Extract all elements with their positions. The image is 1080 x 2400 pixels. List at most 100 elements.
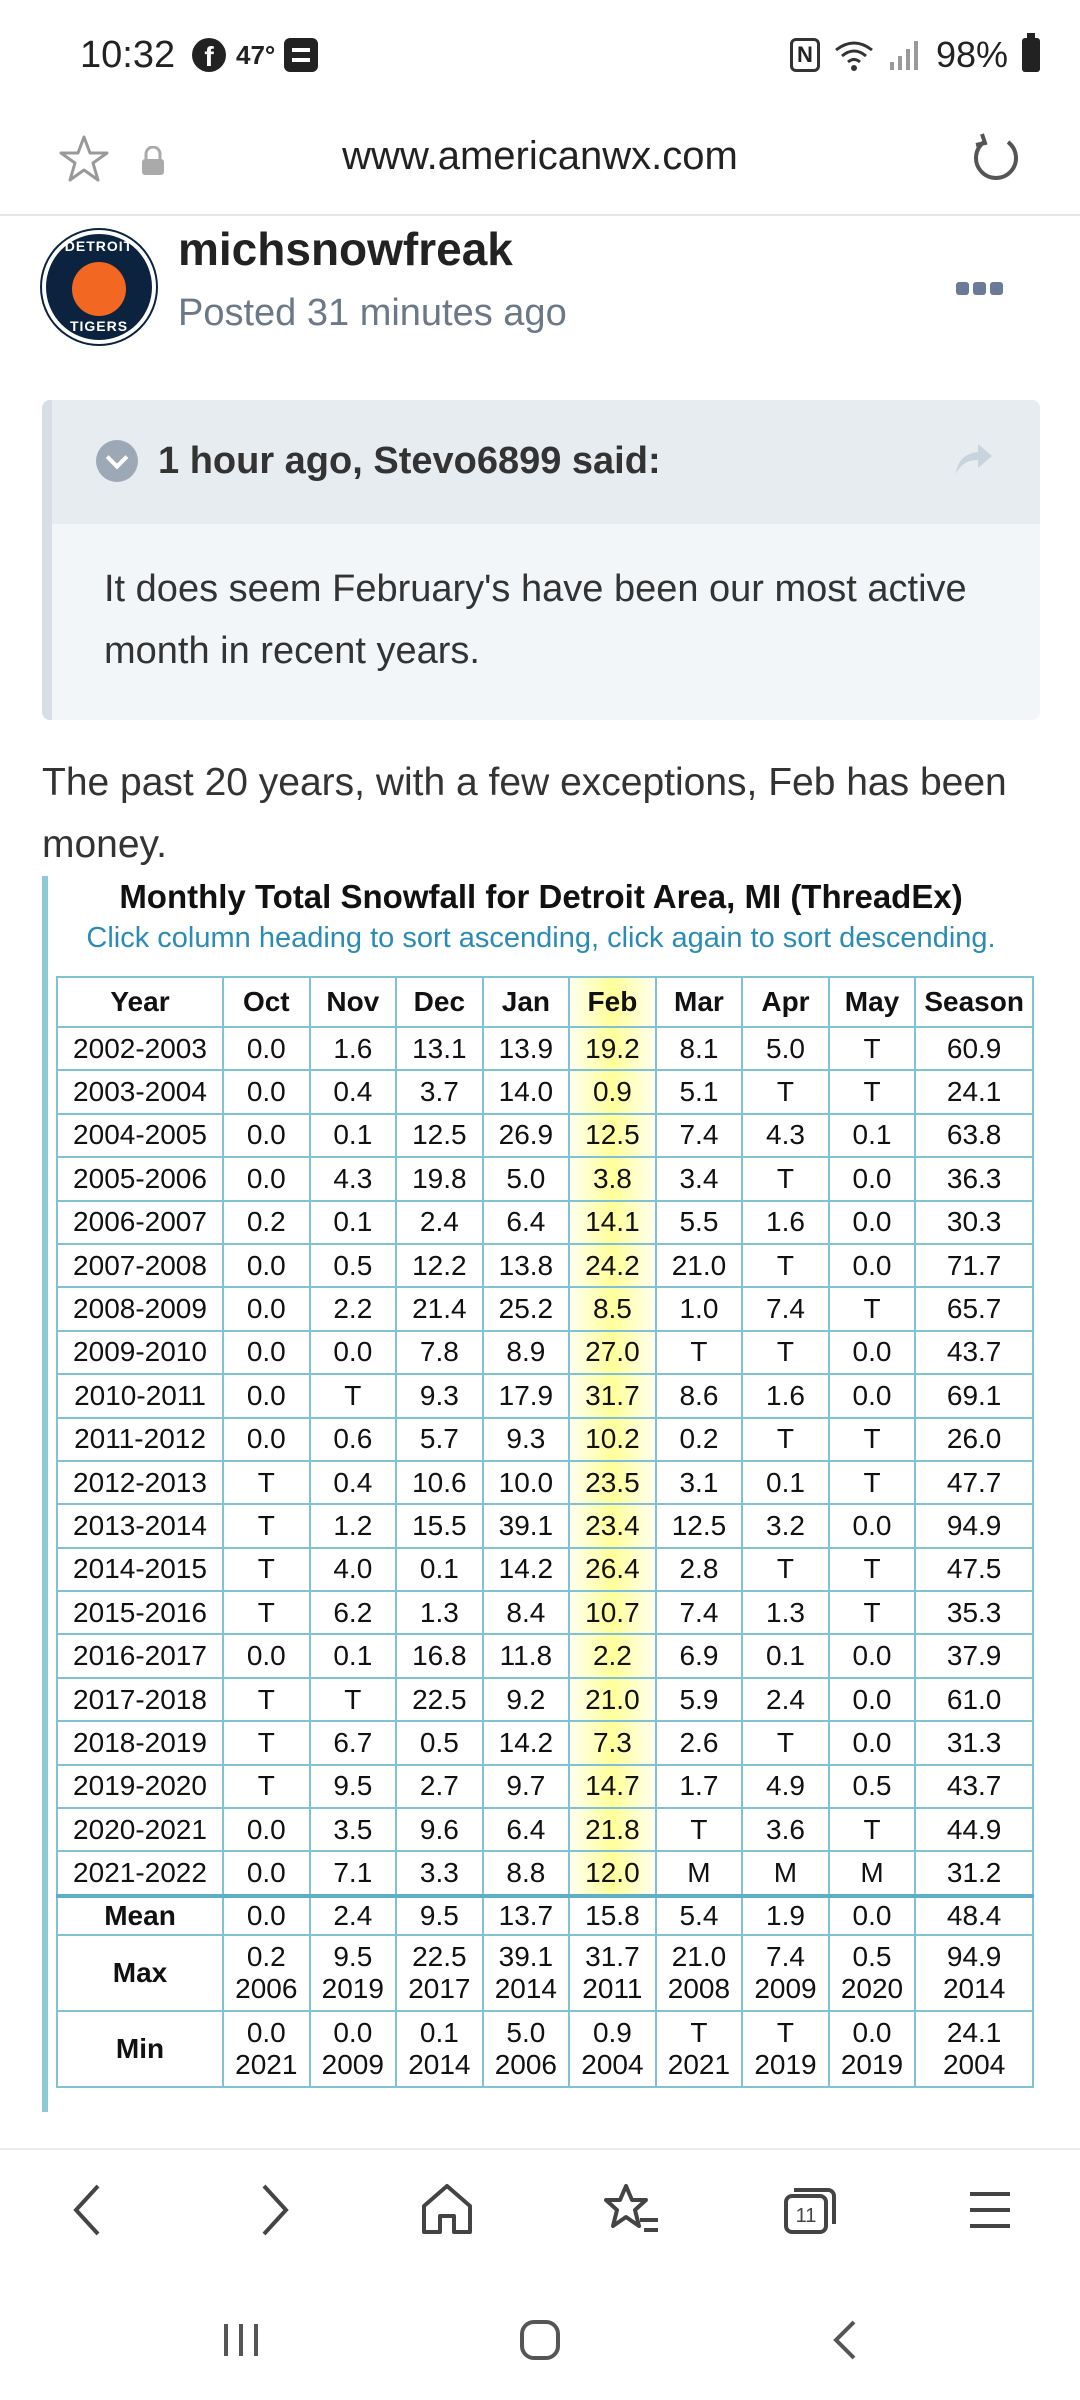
table-cell: 0.0 xyxy=(827,1633,917,1679)
table-cell: 12.5 xyxy=(395,1112,484,1159)
table-cell: M xyxy=(741,1850,830,1897)
table-cell: 1.7 xyxy=(654,1763,744,1810)
table-cell: 0.1 xyxy=(827,1112,917,1159)
quote-header: 1 hour ago, Stevo6899 said: xyxy=(52,400,1040,524)
table-cell: 8.9 xyxy=(481,1329,571,1376)
table-cell: 6.7 xyxy=(308,1720,398,1766)
table-cell: T xyxy=(827,1546,917,1593)
max-value: 39.1 xyxy=(498,1940,554,1972)
post-timestamp[interactable]: Posted 31 minutes ago xyxy=(178,292,567,334)
more-options-icon[interactable] xyxy=(956,282,1003,295)
table-row: 2014-2015 T 4.0 0.1 14.2 26.4 2.8 T T 47.5 xyxy=(55,1546,1034,1593)
min-year: 2021 xyxy=(667,2048,731,2080)
table-cell: 19.2 xyxy=(568,1025,657,1072)
table-cell: 0.0 xyxy=(222,1329,311,1376)
column-header-apr[interactable]: Apr xyxy=(741,976,830,1028)
recent-apps-icon[interactable] xyxy=(218,2316,264,2364)
table-cell: 2019-2020 xyxy=(55,1763,225,1810)
column-header-may[interactable]: May xyxy=(827,976,917,1028)
reload-icon[interactable] xyxy=(968,130,1024,186)
table-cell: 13.8 xyxy=(481,1242,571,1289)
table-cell: 9.3 xyxy=(481,1416,571,1462)
max-cell: 9.5 2019 xyxy=(308,1933,398,2012)
max-cell: 7.4 2009 xyxy=(741,1933,830,2012)
table-subtitle: Click column heading to sort ascending, … xyxy=(86,922,996,954)
table-cell: T xyxy=(654,1329,744,1376)
table-row: 2019-2020 T 9.5 2.7 9.7 14.7 1.7 4.9 0.5 43.7 xyxy=(55,1763,1034,1810)
snowfall-table-image[interactable]: Monthly Total Snowfall for Detroit Area,… xyxy=(42,876,1040,2112)
mean-cell: 48.4 xyxy=(914,1893,1034,1936)
back-button-icon[interactable] xyxy=(826,2316,866,2364)
table-cell: T xyxy=(827,1069,917,1115)
table-cell: 7.8 xyxy=(395,1329,484,1376)
table-row: 2006-2007 0.2 0.1 2.4 6.4 14.1 5.5 1.6 0.0 30.3 xyxy=(55,1199,1034,1245)
wifi-icon xyxy=(835,41,873,71)
table-cell: 0.0 xyxy=(308,1329,398,1376)
table-cell: T xyxy=(654,1807,744,1853)
table-cell: 2004-2005 xyxy=(55,1112,225,1159)
menu-icon[interactable] xyxy=(966,2180,1014,2240)
column-header-jan[interactable]: Jan xyxy=(481,976,571,1028)
table-cell: 4.3 xyxy=(308,1156,398,1202)
min-label: Min xyxy=(55,2009,225,2088)
bookmarks-icon[interactable] xyxy=(600,2180,662,2240)
table-cell: T xyxy=(827,1807,917,1853)
table-cell: 12.0 xyxy=(568,1850,657,1897)
table-cell: 25.2 xyxy=(481,1286,571,1332)
table-cell: 23.4 xyxy=(568,1503,657,1549)
table-cell: 0.0 xyxy=(222,1807,311,1853)
table-cell: 8.5 xyxy=(568,1286,657,1332)
lock-icon[interactable] xyxy=(140,146,166,176)
max-row: Max 0.2 2006 9.5 2019 22.5 2017 39.1 2014 31.7 201… xyxy=(55,1933,1034,2012)
table-cell: 37.9 xyxy=(914,1633,1034,1679)
table-cell: 8.8 xyxy=(481,1850,571,1897)
table-row: 2020-2021 0.0 3.5 9.6 6.4 21.8 T 3.6 T 44.9 xyxy=(55,1807,1034,1853)
share-arrow-icon[interactable] xyxy=(952,440,996,480)
column-header-year[interactable]: Year xyxy=(55,976,225,1028)
table-cell: 14.2 xyxy=(481,1546,571,1593)
table-cell: 21.8 xyxy=(568,1807,657,1853)
home-button-icon[interactable] xyxy=(516,2316,564,2364)
table-row: 2009-2010 0.0 0.0 7.8 8.9 27.0 T T 0.0 43.7 xyxy=(55,1329,1034,1376)
table-cell: 19.8 xyxy=(395,1156,484,1202)
table-cell: 0.0 xyxy=(827,1199,917,1245)
battery-percent: 98% xyxy=(935,34,1008,75)
max-value: 94.9 xyxy=(946,1940,1002,1972)
table-cell: 94.9 xyxy=(914,1503,1034,1549)
table-cell: 7.1 xyxy=(308,1850,398,1897)
table-title: Monthly Total Snowfall for Detroit Area,… xyxy=(119,878,963,915)
table-cell: 2010-2011 xyxy=(55,1373,225,1419)
column-header-oct[interactable]: Oct xyxy=(222,976,311,1028)
table-cell: 24.2 xyxy=(568,1242,657,1289)
table-cell: 14.1 xyxy=(568,1199,657,1245)
table-cell: 1.6 xyxy=(308,1025,398,1072)
table-row: 2010-2011 0.0 T 9.3 17.9 31.7 8.6 1.6 0.0 69.1 xyxy=(55,1373,1034,1419)
bookmark-star-icon[interactable] xyxy=(56,132,112,188)
table-row: 2004-2005 0.0 0.1 12.5 26.9 12.5 7.4 4.3 0.1 63.8 xyxy=(55,1112,1034,1159)
table-cell: T xyxy=(827,1590,917,1636)
table-cell: 5.5 xyxy=(654,1199,744,1245)
column-header-nov[interactable]: Nov xyxy=(308,976,398,1028)
table-cell: 1.6 xyxy=(741,1373,830,1419)
home-icon[interactable] xyxy=(418,2180,476,2240)
table-cell: 22.5 xyxy=(395,1676,484,1723)
back-icon[interactable] xyxy=(66,2180,110,2240)
column-header-dec[interactable]: Dec xyxy=(395,976,484,1028)
chevron-down-icon[interactable] xyxy=(96,440,138,482)
column-header-mar[interactable]: Mar xyxy=(654,976,744,1028)
avatar[interactable]: DETROIT TIGERS xyxy=(42,230,156,344)
column-header-season[interactable]: Season xyxy=(914,976,1034,1028)
mean-cell: 0.0 xyxy=(222,1893,311,1936)
post-username[interactable]: michsnowfreak xyxy=(178,223,513,275)
table-cell: 6.4 xyxy=(481,1807,571,1853)
forward-icon[interactable] xyxy=(252,2180,296,2240)
column-header-feb[interactable]: Feb xyxy=(568,976,657,1028)
system-nav-bar xyxy=(0,2290,1080,2400)
table-cell: 0.1 xyxy=(308,1199,398,1245)
table-cell: 2005-2006 xyxy=(55,1156,225,1202)
table-cell: 6.4 xyxy=(481,1199,571,1245)
url-text[interactable]: www.americanwx.com xyxy=(342,134,738,178)
max-year: 2014 xyxy=(494,1972,558,2004)
tabs-icon[interactable]: 11 xyxy=(780,2180,840,2240)
table-cell: 31.7 xyxy=(568,1373,657,1419)
